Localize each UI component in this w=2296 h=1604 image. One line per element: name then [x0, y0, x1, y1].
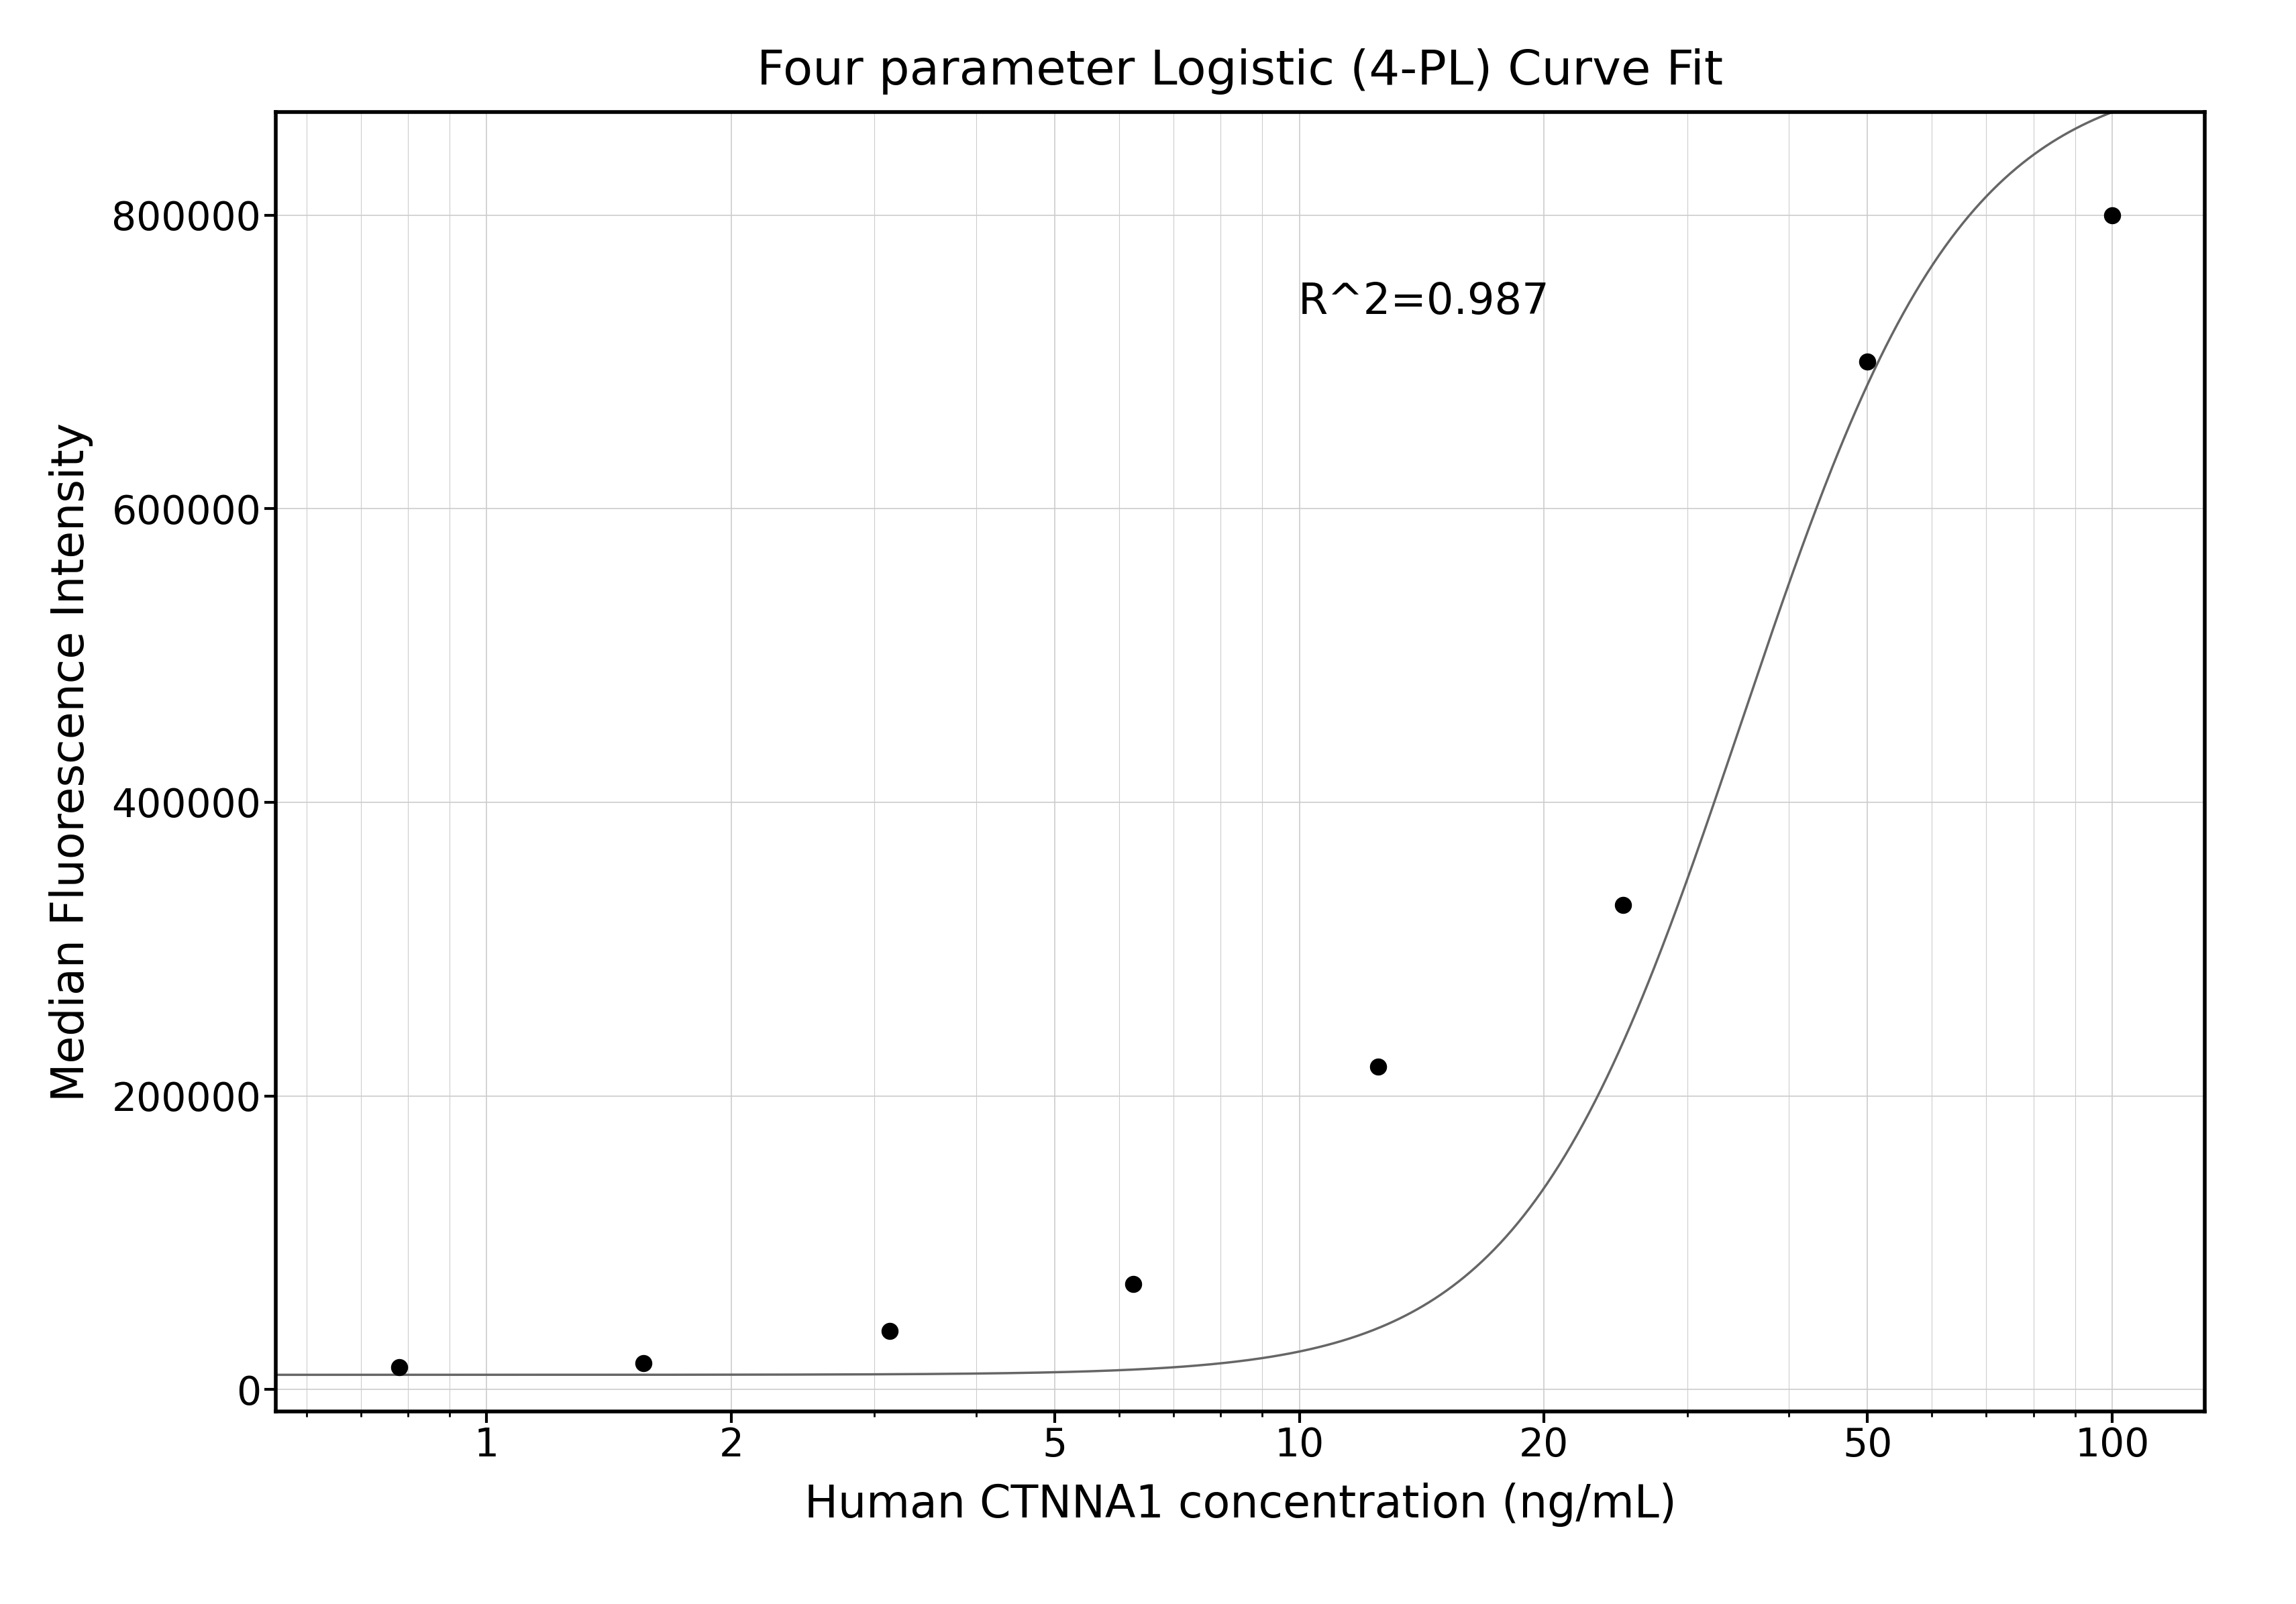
Point [1359, 1054, 1396, 1079]
Point [870, 1318, 907, 1344]
X-axis label: Human CTNNA1 concentration (ng/mL): Human CTNNA1 concentration (ng/mL) [804, 1482, 1676, 1527]
Point [1116, 1270, 1153, 1296]
Point [2094, 202, 2131, 228]
Y-axis label: Median Fluorescence Intensity: Median Fluorescence Intensity [48, 422, 94, 1102]
Title: Four parameter Logistic (4-PL) Curve Fit: Four parameter Logistic (4-PL) Curve Fit [758, 48, 1722, 95]
Text: R^2=0.987: R^2=0.987 [1297, 281, 1550, 322]
Point [381, 1355, 418, 1381]
Point [625, 1351, 661, 1376]
Point [1605, 892, 1642, 917]
Point [1848, 350, 1885, 375]
